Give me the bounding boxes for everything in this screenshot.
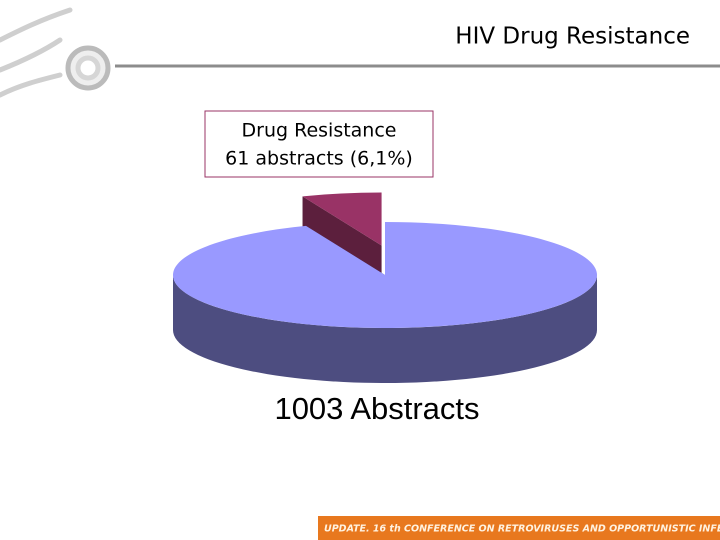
stethoscope-decoration [0, 7, 111, 98]
slice-top [173, 222, 598, 329]
slice-top [302, 192, 382, 246]
footer-text: UPDATE. 16 th CONFERENCE ON RETROVIRUSES… [324, 524, 720, 535]
label-box [204, 110, 434, 178]
total-annotation: 1003 Abstracts [274, 391, 479, 426]
slice-value-label: 61 abstracts (6,1%) [225, 148, 413, 170]
slide-title: HIV Drug Resistance [455, 24, 690, 50]
pie-chart [173, 192, 598, 383]
footer-bar [318, 516, 720, 540]
slice-label: Drug Resistance [242, 120, 397, 142]
slice-side [173, 275, 597, 383]
